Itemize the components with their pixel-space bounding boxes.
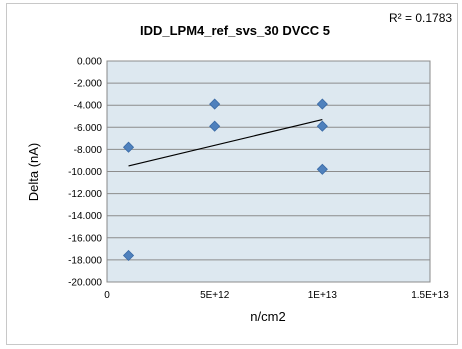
y-tick-label: -14.000 bbox=[68, 211, 102, 222]
y-tick-label: -10.000 bbox=[68, 167, 102, 178]
y-tick-label: -18.000 bbox=[68, 255, 102, 266]
y-axis-label: Delta (nA) bbox=[26, 143, 41, 202]
y-tick-label: -8.000 bbox=[74, 145, 103, 156]
x-tick-label: 0 bbox=[104, 290, 110, 301]
y-tick-label: -2.000 bbox=[74, 79, 103, 90]
data-point bbox=[209, 98, 221, 110]
y-tick-label: -4.000 bbox=[74, 101, 103, 112]
y-tick-label: 0.000 bbox=[77, 57, 102, 68]
trendline-group bbox=[128, 118, 323, 167]
data-point bbox=[122, 249, 135, 262]
x-tick-label: 5E+12 bbox=[200, 290, 230, 301]
y-tick-label: -20.000 bbox=[68, 278, 102, 289]
x-axis-label: n/cm2 bbox=[250, 309, 285, 324]
y-tick-label: -16.000 bbox=[68, 233, 102, 244]
y-tick-label: -12.000 bbox=[68, 189, 102, 200]
data-point bbox=[122, 141, 135, 153]
x-axis-ticks: 0 5E+12 1E+13 1.5E+13 bbox=[104, 290, 449, 301]
data-point bbox=[316, 98, 328, 110]
data-points bbox=[122, 98, 328, 262]
data-point bbox=[316, 120, 328, 132]
x-tick-label: 1E+13 bbox=[308, 290, 338, 301]
trendline bbox=[128, 118, 323, 167]
r-squared-label: R² = 0.1783 bbox=[389, 11, 452, 25]
chart-title: IDD_LPM4_ref_svs_30 DVCC 5 bbox=[140, 23, 330, 38]
x-tick-label: 1.5E+13 bbox=[411, 290, 449, 301]
data-point bbox=[209, 120, 221, 132]
y-axis-ticks: 0.000 -2.000 -4.000 -6.000 -8.000 -10.000 -12.… bbox=[68, 57, 102, 289]
gridlines bbox=[107, 60, 430, 283]
y-tick-label: -6.000 bbox=[74, 123, 103, 134]
data-point bbox=[316, 163, 328, 175]
